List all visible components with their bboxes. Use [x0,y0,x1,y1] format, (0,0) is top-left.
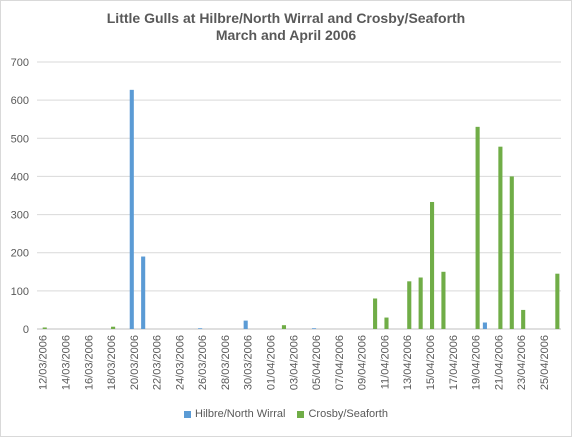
bar-crosby [430,201,435,329]
y-tick-label: 300 [11,210,29,222]
bar-crosby [111,326,116,329]
bar-crosby [407,281,412,329]
x-tick-label: 18/03/2006 [106,335,118,390]
x-tick-label: 17/04/2006 [448,335,460,390]
x-tick-label: 12/03/2006 [38,335,50,390]
x-tick-label: 23/04/2006 [516,335,528,390]
x-tick-label: 05/04/2006 [311,335,323,390]
x-tick-label: 07/04/2006 [334,335,346,390]
legend-label-hilbre: Hilbre/North Wirral [195,408,286,420]
chart-title-line-1: Little Gulls at Hilbre/North Wirral and … [106,10,466,26]
bar-crosby [521,309,526,329]
y-tick-label: 0 [23,324,29,336]
x-tick-label: 14/03/2006 [60,335,72,390]
bar-hilbre [198,328,203,329]
x-tick-label: 11/04/2006 [379,335,391,389]
legend-swatch-crosby [297,410,305,418]
x-tick-label: 03/04/2006 [288,335,300,390]
legend-label-crosby: Crosby/Seaforth [308,408,388,420]
x-tick-label: 25/04/2006 [539,335,551,390]
bar-crosby [384,317,389,329]
x-tick-label: 22/03/2006 [152,335,164,390]
bar-hilbre [129,89,134,329]
bar-crosby [475,126,480,329]
x-tick-label: 01/04/2006 [266,335,278,390]
x-tick-label: 15/04/2006 [425,335,437,390]
legend-entry-hilbre: Hilbre/North Wirral [184,408,285,420]
x-tick-label: 21/04/2006 [493,335,505,390]
legend-swatch-hilbre [184,410,192,418]
x-tick-label: 24/03/2006 [174,335,186,390]
bar-crosby [373,298,378,329]
bar-hilbre [311,328,317,329]
x-tick-label: 30/03/2006 [243,335,255,390]
x-tick-label: 09/04/2006 [357,335,369,390]
y-tick-label: 200 [11,248,29,260]
y-tick-label: 500 [11,133,29,145]
bar-hilbre [141,256,146,329]
x-tick-label: 28/03/2006 [220,335,232,390]
bar-crosby [42,327,47,329]
y-tick-label: 100 [11,286,29,298]
bar-crosby [281,325,287,329]
bar-crosby [418,277,423,329]
bar-crosby [555,273,560,329]
bar-crosby [509,176,514,329]
chart-title: Little Gulls at Hilbre/North Wirral and … [1,10,571,44]
bar-hilbre [243,320,248,329]
bar-crosby [441,271,446,329]
bar-hilbre [482,322,487,329]
y-tick-label: 700 [11,57,29,69]
y-tick-label: 600 [11,95,29,107]
legend: Hilbre/North Wirral Crosby/Seaforth [1,408,571,420]
x-tick-label: 13/04/2006 [402,335,414,390]
x-tick-label: 16/03/2006 [83,335,95,390]
x-tick-label: 20/03/2006 [129,335,141,390]
chart-title-line-2: March and April 2006 [215,27,357,43]
x-tick-label: 26/03/2006 [197,335,209,390]
bar-crosby [498,146,503,329]
y-tick-label: 400 [11,171,29,183]
x-tick-label: 19/04/2006 [471,335,483,390]
legend-entry-crosby: Crosby/Seaforth [297,408,388,420]
